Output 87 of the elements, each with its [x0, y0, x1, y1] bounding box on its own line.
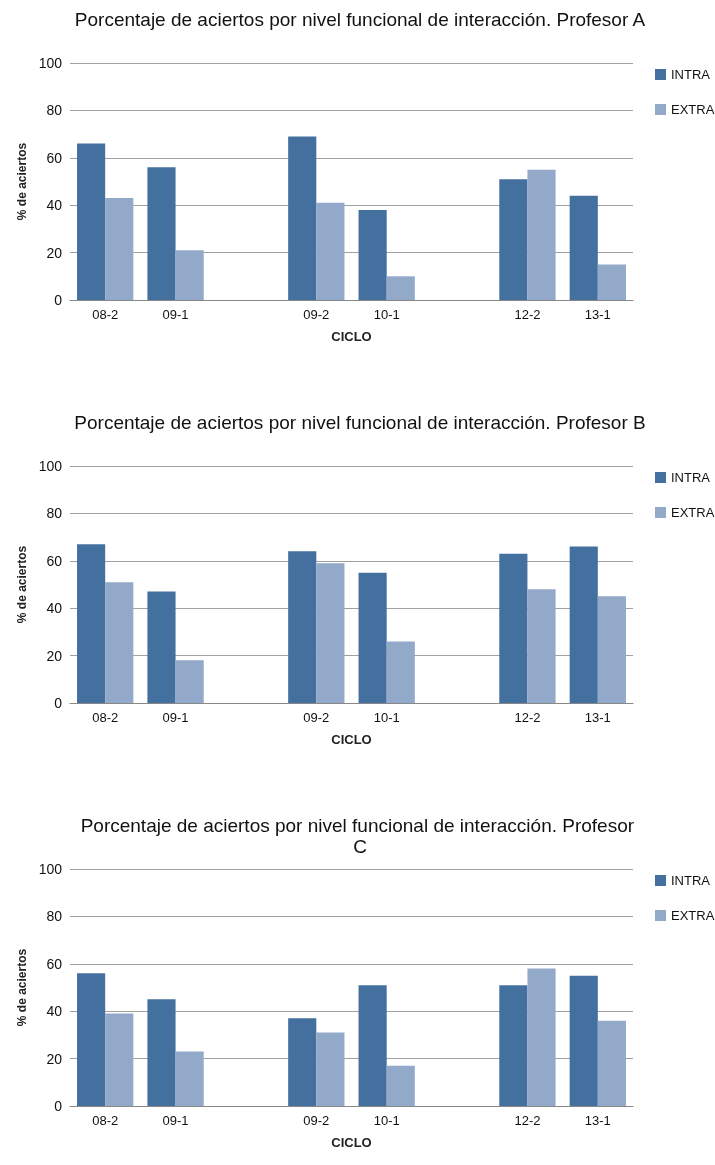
bar: [499, 553, 528, 703]
x-tick-label: 09-1: [162, 307, 189, 322]
y-tick-label: 60: [46, 955, 63, 972]
y-tick-label: 40: [46, 197, 63, 214]
chart-title: Porcentaje de aciertos por nivel funcional de interacción. Profesor C: [80, 815, 640, 857]
bar: [316, 563, 345, 703]
x-tick-label: 08-2: [92, 710, 119, 725]
y-tick-label: 0: [54, 695, 63, 711]
legend-label: INTRA: [671, 873, 711, 888]
bar: [527, 589, 556, 703]
y-tick-label: 60: [46, 552, 63, 569]
y-tick-label: 20: [46, 1050, 63, 1067]
x-tick-label: 08-2: [92, 307, 119, 322]
bar: [77, 544, 106, 703]
y-axis-title: % de aciertos: [14, 545, 29, 624]
bar: [175, 250, 204, 300]
bar: [386, 276, 415, 300]
x-tick-label: 13-1: [584, 1113, 611, 1128]
bar: [386, 641, 415, 703]
bar: [105, 1013, 134, 1106]
x-tick-label: 09-2: [303, 1113, 330, 1128]
bar: [527, 169, 556, 300]
bar: [597, 1020, 626, 1106]
bar: [147, 591, 176, 703]
legend-label: INTRA: [671, 470, 711, 485]
bar: [569, 195, 598, 300]
x-axis-title: CICLO: [331, 329, 372, 344]
legend-label: EXTRA: [671, 505, 715, 520]
x-tick-label: 09-1: [162, 710, 189, 725]
legend-label: EXTRA: [671, 908, 715, 923]
bar: [77, 143, 106, 300]
y-tick-label: 80: [46, 908, 63, 925]
bar: [386, 1065, 415, 1106]
y-tick-label: 20: [46, 244, 63, 261]
bar: [569, 975, 598, 1106]
chart-title: Porcentaje de aciertos por nivel funcional de interacción. Profesor B: [74, 412, 646, 433]
bar: [358, 209, 387, 300]
y-tick-label: 40: [46, 600, 63, 617]
y-axis-title: % de aciertos: [14, 948, 29, 1027]
bar: [105, 582, 134, 703]
bar: [105, 198, 134, 300]
y-tick-label: 100: [38, 861, 63, 877]
bar: [77, 973, 106, 1106]
x-tick-label: 13-1: [584, 710, 611, 725]
bar: [358, 985, 387, 1106]
y-tick-label: 0: [54, 1098, 63, 1114]
x-tick-label: 10-1: [373, 1113, 400, 1128]
bar: [288, 136, 317, 300]
x-tick-label: 09-2: [303, 307, 330, 322]
x-tick-label: 12-2: [514, 710, 541, 725]
bar: [316, 1032, 345, 1106]
bar: [288, 551, 317, 703]
bar: [175, 1051, 204, 1106]
bar: [597, 264, 626, 300]
y-tick-label: 40: [46, 1003, 63, 1020]
x-tick-label: 13-1: [584, 307, 611, 322]
x-tick-label: 10-1: [373, 307, 400, 322]
y-tick-label: 100: [38, 458, 63, 474]
bar: [499, 985, 528, 1106]
x-tick-label: 09-2: [303, 710, 330, 725]
x-axis-title: CICLO: [331, 1135, 372, 1150]
bar: [147, 167, 176, 300]
y-tick-label: 80: [46, 102, 63, 119]
y-tick-label: 20: [46, 647, 63, 664]
y-axis-title: % de aciertos: [14, 142, 29, 221]
legend-label: EXTRA: [671, 102, 715, 117]
x-tick-label: 12-2: [514, 1113, 541, 1128]
y-tick-label: 60: [46, 149, 63, 166]
chart-title: Porcentaje de aciertos por nivel funcional de interacción. Profesor A: [74, 9, 646, 30]
x-tick-label: 10-1: [373, 710, 400, 725]
y-tick-label: 80: [46, 505, 63, 522]
bar: [175, 660, 204, 703]
y-tick-label: 100: [38, 55, 63, 71]
x-tick-label: 08-2: [92, 1113, 119, 1128]
bar: [499, 179, 528, 300]
bar: [316, 202, 345, 300]
x-axis-title: CICLO: [331, 732, 372, 747]
bar: [147, 999, 176, 1106]
bar: [527, 968, 556, 1106]
bar: [597, 596, 626, 703]
bar: [569, 546, 598, 703]
bar: [358, 572, 387, 703]
y-tick-label: 0: [54, 292, 63, 308]
x-tick-label: 12-2: [514, 307, 541, 322]
bar: [288, 1018, 317, 1106]
legend-label: INTRA: [671, 67, 711, 82]
x-tick-label: 09-1: [162, 1113, 189, 1128]
